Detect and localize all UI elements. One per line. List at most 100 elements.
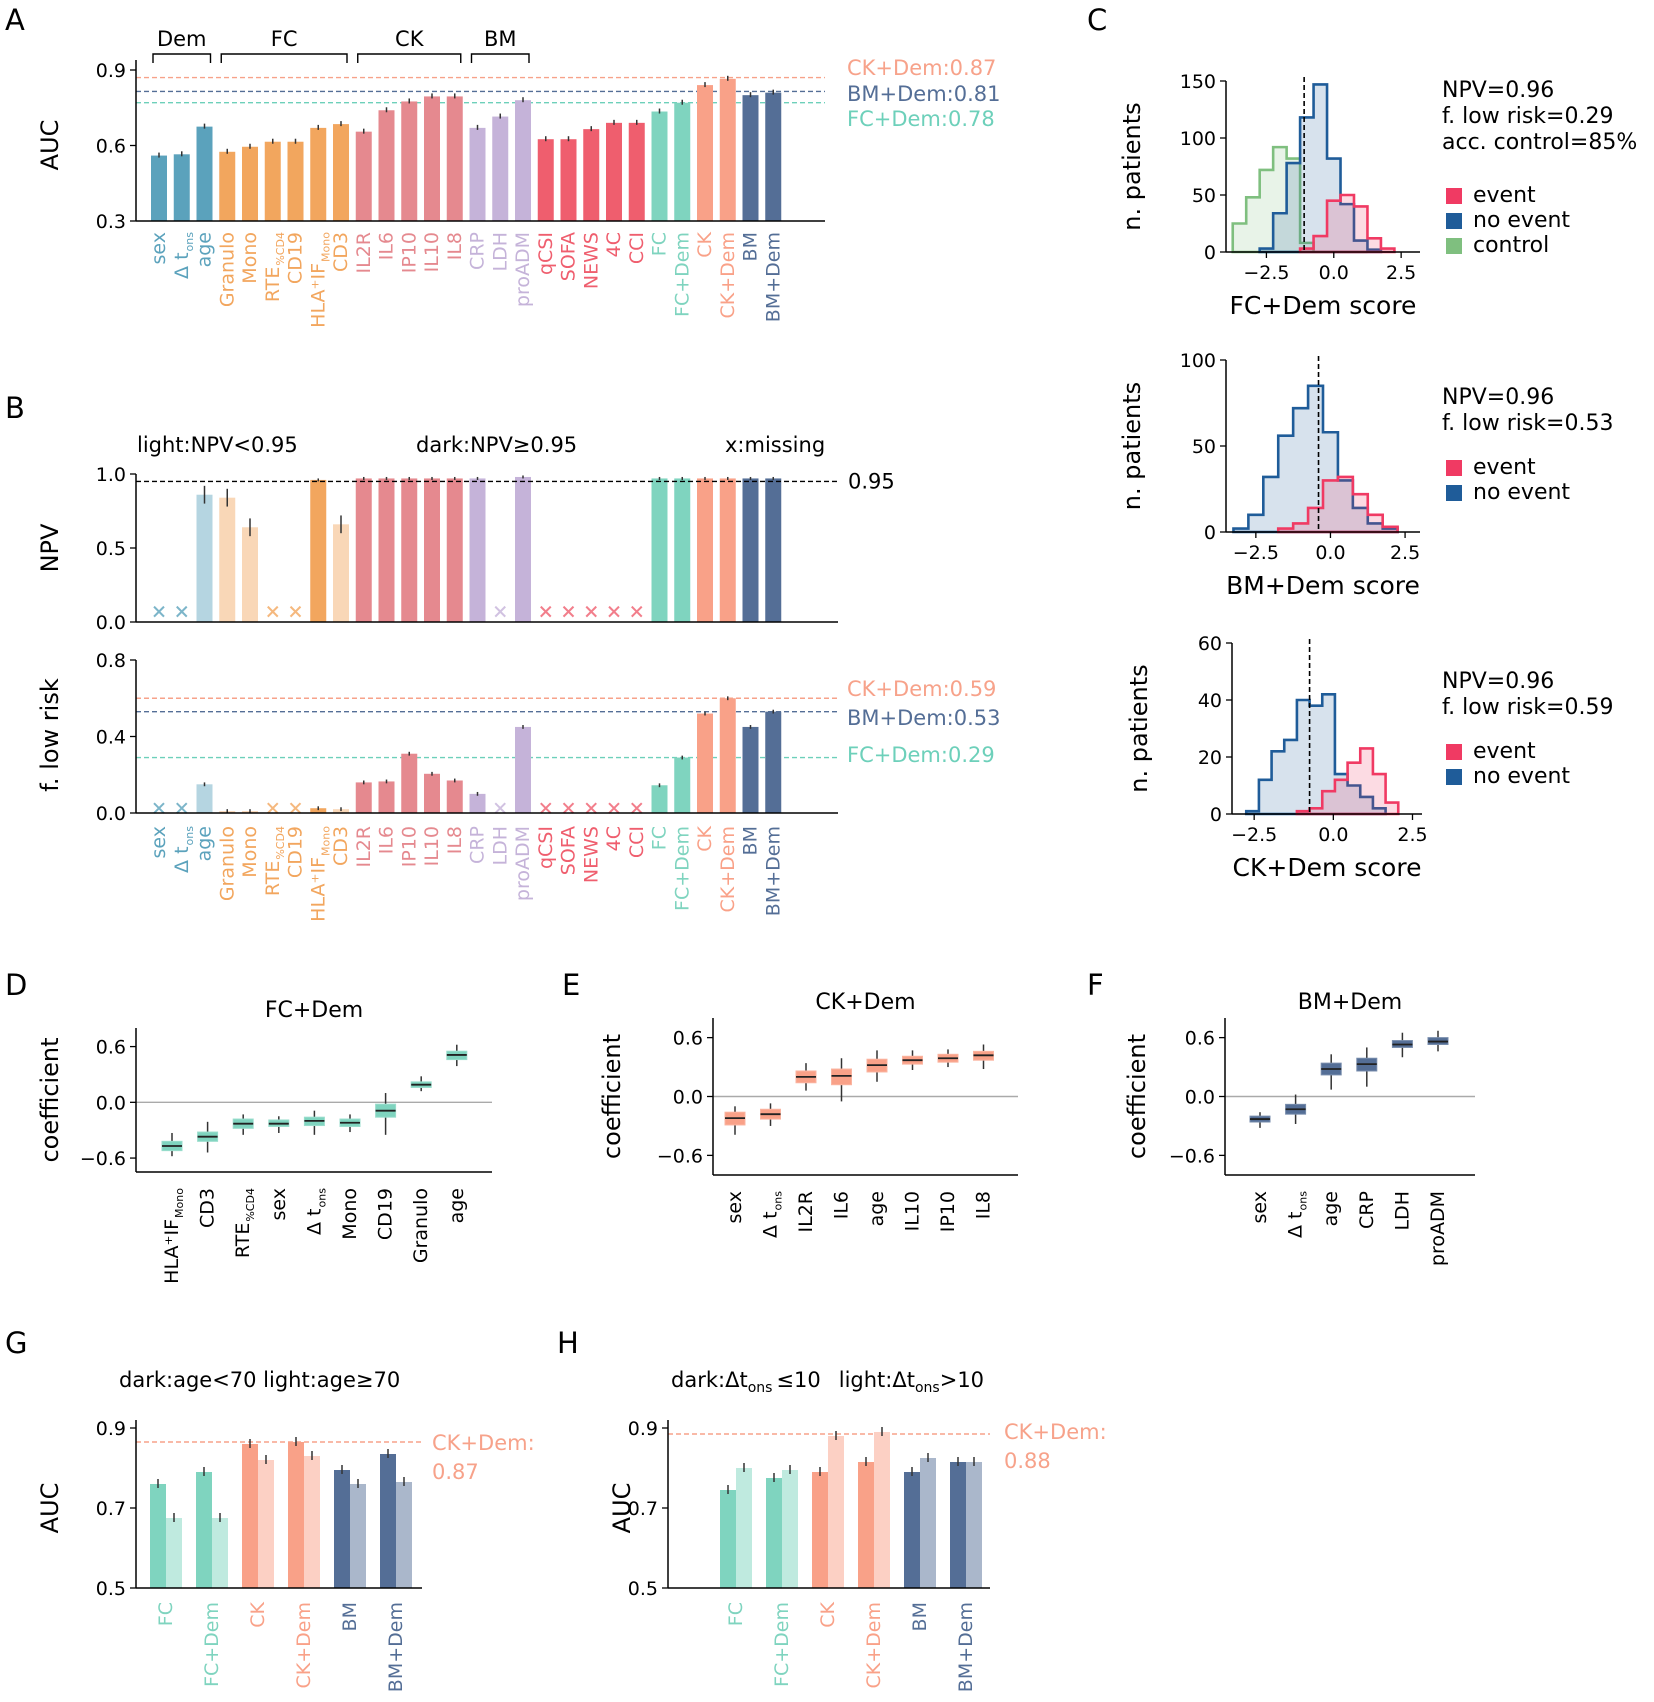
bar-il10: [424, 478, 440, 622]
bar-fc-dem-dark: [196, 1472, 212, 1588]
label-text: RTE: [262, 861, 284, 896]
missing-marker-4c: [608, 605, 620, 618]
label-text: RTE: [262, 267, 284, 302]
label-text: Mono: [339, 1188, 361, 1240]
bar-ip10: [401, 478, 418, 622]
x-tick-label-ck: CK: [817, 1601, 839, 1627]
histogram-event: [1298, 193, 1396, 254]
bar-ckdem: [719, 698, 736, 813]
bar-ck-dark: [812, 1472, 828, 1588]
group-bracket-label: BM: [484, 27, 517, 51]
label-text: 4C: [603, 232, 625, 257]
label-subscript: ons: [183, 826, 196, 846]
bar-bm-light: [920, 1458, 936, 1588]
label-subscript: Mono: [319, 826, 332, 856]
category-label-fcdem: FC+Dem: [671, 232, 693, 317]
y-tick-label: 0.9: [628, 1418, 658, 1440]
panel-label-a: A: [5, 3, 25, 37]
y-tick-label: 40: [1198, 690, 1222, 712]
category-label-crp: CRP: [467, 232, 489, 270]
x-tick-label: age: [446, 1188, 468, 1223]
missing-marker-rte: [267, 802, 279, 814]
legend-part: ≤10: [776, 1368, 820, 1392]
y-tick-label: 0.6: [96, 1037, 126, 1059]
label-subscript: ons: [315, 1188, 328, 1208]
x-axis-label: CK+Dem score: [1233, 853, 1422, 882]
panel-label-f: F: [1087, 968, 1104, 1002]
label-text: proADM: [1427, 1191, 1449, 1266]
x-tick-label: CD19: [375, 1188, 397, 1240]
bar-il6: [378, 478, 395, 622]
missing-marker-4c: [608, 802, 620, 814]
label-text: IL8: [444, 826, 466, 854]
label-text: CCI: [626, 826, 648, 858]
panel-c-ckdem-histogram: 0 20 40 60 −2.5 0.0 2.5 CK+Dem score n. patients…: [1125, 633, 1613, 882]
label-text: CK: [694, 825, 716, 851]
category-label-il6: IL6: [376, 232, 398, 260]
label-text: IL2R: [795, 1191, 817, 1232]
bar-crp: [469, 127, 486, 221]
bar-fc-light: [736, 1468, 752, 1588]
reference-line-label: CK+Dem:0.59: [847, 677, 996, 701]
stat-text: f. low risk=0.59: [1442, 695, 1613, 720]
x-tick-label-fc-dem: FC+Dem: [771, 1602, 793, 1687]
group-bracket-label: Dem: [157, 27, 207, 51]
legend-label: event: [1473, 739, 1536, 764]
bar-bm_all: [742, 726, 759, 813]
category-label-il10: IL10: [421, 232, 443, 272]
bar-mono: [242, 146, 258, 221]
bar-il10: [424, 96, 440, 221]
x-tick-label: IL2R: [795, 1191, 817, 1232]
legend-part: Δt: [892, 1368, 915, 1392]
x-tick-label-fc: FC: [155, 1602, 177, 1626]
label-text: IL6: [831, 1191, 853, 1219]
legend-label: event: [1473, 183, 1536, 208]
legend-part: >10: [940, 1368, 984, 1392]
histogram-no-event: [1244, 693, 1387, 816]
label-text: Mono: [239, 232, 261, 284]
x-tick-label: 0.0: [1319, 262, 1349, 284]
y-tick-label: 0.6: [673, 1028, 703, 1050]
label-text: proADM: [512, 232, 534, 307]
bar-ckdem: [719, 78, 736, 221]
x-tick-label: Δ tons: [1285, 1191, 1310, 1238]
stat-text: NPV=0.96: [1442, 385, 1554, 410]
y-tick-label: 0.5: [96, 1578, 126, 1600]
y-tick-label: 0.9: [96, 1418, 126, 1440]
category-label-granulo: Granulo: [216, 232, 238, 307]
bar-il10: [424, 773, 440, 813]
stat-text: f. low risk=0.53: [1442, 411, 1613, 436]
panel-label-e: E: [562, 968, 580, 1002]
bar-cd19: [287, 141, 304, 221]
label-subscript: %CD4: [274, 232, 287, 266]
panel-b-low-risk-bars: CK+Dem:0.59 BM+Dem:0.53 FC+Dem:0.29 0.0 0.4 0…: [36, 650, 1001, 922]
label-text: NEWS: [580, 232, 602, 289]
label-text: IL10: [421, 826, 443, 866]
label-text: HLA⁺IF: [307, 857, 329, 922]
category-label-il6: IL6: [376, 826, 398, 854]
group-bracket: [152, 53, 212, 63]
x-tick-label: Δ tons: [303, 1188, 328, 1235]
category-label-4c: 4C: [603, 826, 625, 851]
bar-bm_all: [742, 95, 759, 221]
missing-marker-ldh: [494, 605, 506, 618]
bar-fc_all: [651, 478, 668, 622]
label-subscript: ons: [1297, 1191, 1310, 1211]
y-axis-label: NPV: [36, 523, 64, 572]
x-tick-label: HLA⁺IFMono: [161, 1188, 186, 1284]
category-label-age: age: [194, 826, 216, 861]
y-tick-label: 0: [1204, 522, 1216, 544]
x-axis-label: BM+Dem score: [1226, 571, 1420, 600]
panel-title: FC+Dem: [265, 998, 363, 1023]
x-tick-label: IL8: [973, 1191, 995, 1219]
bar-ck-dem-dark: [858, 1462, 874, 1588]
category-label-fc_all: FC: [649, 232, 671, 256]
y-tick-label: 0.6: [1185, 1028, 1215, 1050]
bar-ck-dark: [242, 1444, 258, 1588]
label-text: FC: [649, 232, 671, 256]
y-axis-label: n. patients: [1125, 664, 1153, 792]
category-label-ip10: IP10: [398, 232, 420, 273]
panel-b-npv-bars: light:NPV<0.95 dark:NPV≥0.95 x:missing 0.95…: [36, 433, 895, 634]
bar-bm_all: [742, 478, 759, 622]
